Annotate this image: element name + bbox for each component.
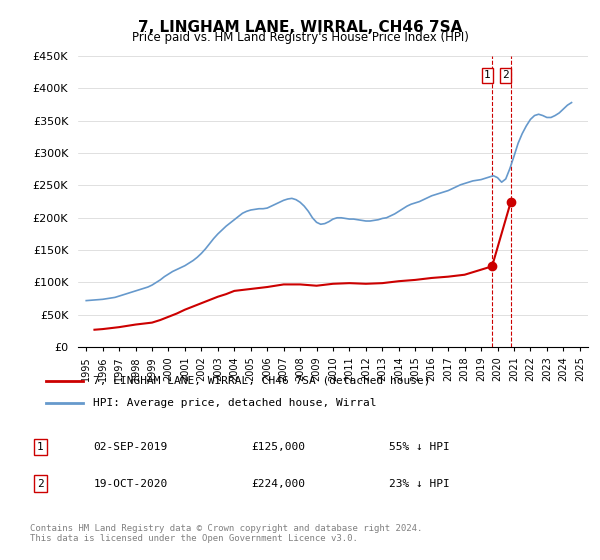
Text: 23% ↓ HPI: 23% ↓ HPI bbox=[389, 479, 450, 488]
Text: £224,000: £224,000 bbox=[252, 479, 306, 488]
Text: 7, LINGHAM LANE, WIRRAL, CH46 7SA (detached house): 7, LINGHAM LANE, WIRRAL, CH46 7SA (detac… bbox=[94, 376, 431, 386]
Text: 2: 2 bbox=[37, 479, 44, 488]
Text: 19-OCT-2020: 19-OCT-2020 bbox=[94, 479, 167, 488]
Text: 2: 2 bbox=[502, 71, 509, 81]
Text: Contains HM Land Registry data © Crown copyright and database right 2024.
This d: Contains HM Land Registry data © Crown c… bbox=[30, 524, 422, 543]
Text: 55% ↓ HPI: 55% ↓ HPI bbox=[389, 442, 450, 452]
Text: 02-SEP-2019: 02-SEP-2019 bbox=[94, 442, 167, 452]
Text: £125,000: £125,000 bbox=[252, 442, 306, 452]
Text: HPI: Average price, detached house, Wirral: HPI: Average price, detached house, Wirr… bbox=[94, 398, 377, 408]
Text: 1: 1 bbox=[484, 71, 491, 81]
Text: 7, LINGHAM LANE, WIRRAL, CH46 7SA: 7, LINGHAM LANE, WIRRAL, CH46 7SA bbox=[138, 20, 462, 35]
Text: Price paid vs. HM Land Registry's House Price Index (HPI): Price paid vs. HM Land Registry's House … bbox=[131, 31, 469, 44]
Text: 1: 1 bbox=[37, 442, 44, 452]
